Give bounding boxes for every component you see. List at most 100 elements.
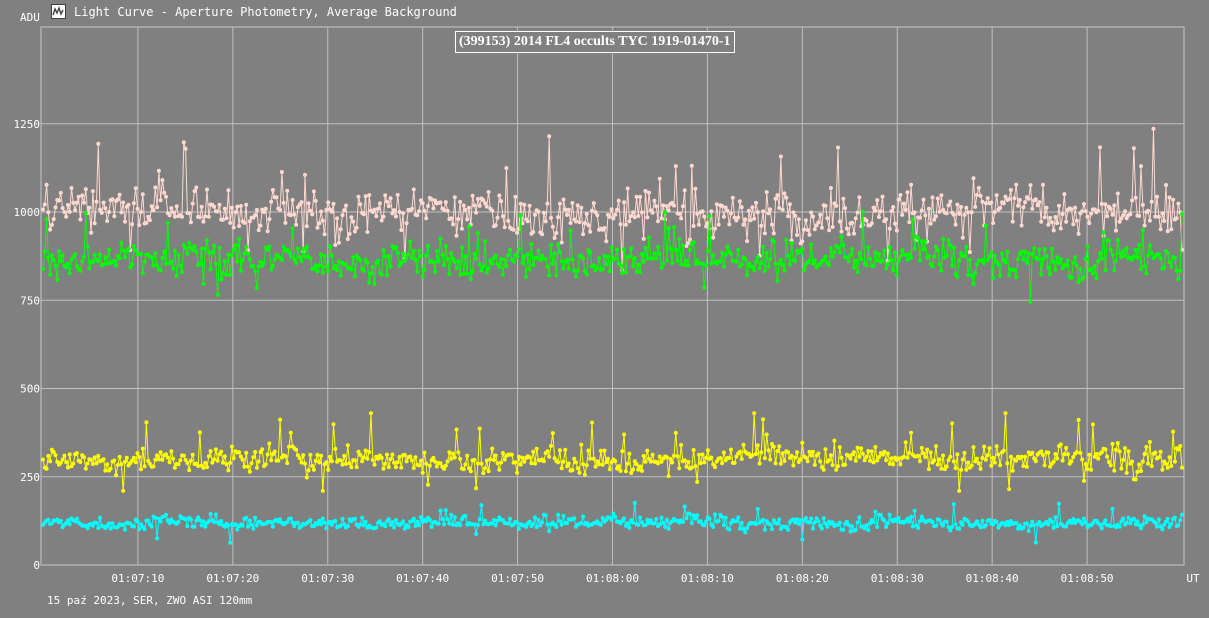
data-point [691,448,696,452]
data-point [855,445,860,450]
data-point [1087,452,1092,457]
data-point [349,215,354,220]
data-point [388,457,393,461]
data-point [786,450,791,455]
data-point [841,243,846,248]
data-point [385,452,389,457]
data-point [221,217,225,222]
data-point [597,462,602,467]
data-point [666,226,671,231]
data-point [641,453,646,458]
data-point [967,257,972,262]
data-point [103,468,108,473]
data-point [171,210,176,215]
data-point [279,170,284,174]
data-point [229,444,234,449]
data-point [71,200,76,205]
data-point [1014,520,1019,525]
data-point [1007,523,1012,527]
data-point [331,422,336,427]
data-point [887,461,892,466]
data-point [1169,227,1174,232]
data-point [492,518,496,522]
data-point [762,527,767,532]
data-point [158,268,163,273]
data-point [474,532,479,536]
data-point [406,252,411,257]
data-point [247,518,252,523]
data-point [631,210,635,215]
data-point [139,210,143,214]
data-point [713,226,717,231]
data-point [251,526,256,531]
data-point [923,239,928,244]
data-point [449,251,454,256]
data-point [1099,201,1104,206]
data-point [948,243,953,247]
data-point [1053,267,1058,272]
data-point [985,196,990,201]
data-point [623,469,628,474]
data-point [998,463,1003,468]
data-point [816,451,821,456]
data-point [112,214,117,219]
data-point [969,463,974,468]
data-point [488,258,493,263]
data-point [333,243,338,247]
data-point [793,520,798,525]
data-point [1071,222,1076,227]
data-point [1026,251,1031,256]
x-tick-label: 01:08:50 [1061,572,1114,585]
data-point [383,254,388,259]
data-point [99,210,104,215]
data-point [121,200,126,205]
chart-title: (399153) 2014 FL4 occults TYC 1919-01470… [455,31,735,53]
data-point [1098,522,1102,527]
data-point [356,194,361,199]
data-point [520,261,525,266]
data-point [379,455,384,460]
data-point [203,214,208,219]
data-point [253,450,258,454]
data-point [611,511,616,516]
data-point [837,445,842,450]
data-point [126,246,131,251]
light-curve-app-icon[interactable] [51,4,66,19]
data-point [294,261,299,265]
data-point [659,265,664,270]
data-point [716,519,721,523]
data-point [322,520,327,525]
data-point [417,248,422,253]
data-point [108,526,113,531]
data-point [42,249,47,254]
data-point [87,266,92,271]
data-point [759,261,764,265]
data-point [693,464,698,469]
data-point [793,455,798,460]
data-point [269,267,274,272]
data-point [647,235,651,240]
data-point [183,517,188,522]
data-point [385,273,389,278]
data-point [1064,219,1069,224]
data-point [639,252,644,256]
data-point [893,250,897,255]
data-point [946,238,951,243]
data-point [975,193,979,197]
data-point [41,207,45,212]
data-point [766,211,771,216]
data-point [773,196,778,201]
data-point [1121,248,1126,253]
data-point [727,222,732,227]
data-point [673,164,678,169]
data-point [217,522,222,527]
data-point [1162,265,1167,270]
data-point [1114,228,1118,233]
data-point [518,213,523,218]
data-point [572,456,577,461]
data-point [1014,458,1019,463]
data-point [1142,452,1147,456]
data-point [866,528,871,533]
data-point [392,208,397,213]
data-point [850,524,855,529]
